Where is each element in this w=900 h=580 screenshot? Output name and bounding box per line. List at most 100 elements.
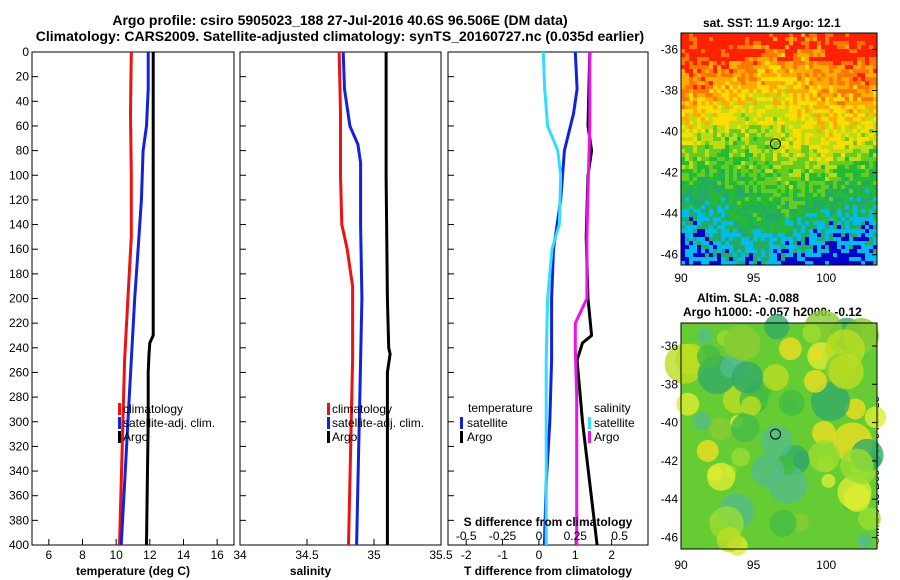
- sst-pixel: [769, 221, 773, 225]
- sst-pixel: [745, 97, 749, 101]
- altimetry-blob: [764, 314, 790, 340]
- sst-pixel: [705, 205, 709, 209]
- sst-pixel: [765, 141, 769, 145]
- sst-pixel: [817, 161, 821, 165]
- sst-pixel: [769, 197, 773, 201]
- sst-pixel: [793, 89, 797, 93]
- sst-pixel: [765, 97, 769, 101]
- sst-pixel: [829, 177, 833, 181]
- sst-pixel: [873, 133, 877, 137]
- sst-pixel: [849, 201, 853, 205]
- sst-pixel: [845, 125, 849, 129]
- sst-pixel: [793, 201, 797, 205]
- sst-pixel: [865, 85, 869, 89]
- sst-pixel: [861, 217, 865, 221]
- sst-pixel: [745, 37, 749, 41]
- sst-pixel: [829, 217, 833, 221]
- sst-pixel: [733, 117, 737, 121]
- sst-pixel: [685, 57, 689, 61]
- sst-pixel: [801, 213, 805, 217]
- sst-pixel: [733, 45, 737, 49]
- sst-pixel: [785, 197, 789, 201]
- x-tick-label: 14: [177, 548, 191, 562]
- legend-title-salinity: salinity: [594, 401, 631, 415]
- sst-pixel: [729, 177, 733, 181]
- sst-pixel: [797, 117, 801, 121]
- sst-pixel: [769, 165, 773, 169]
- sst-pixel: [829, 229, 833, 233]
- sst-pixel: [785, 257, 789, 261]
- sst-pixel: [829, 225, 833, 229]
- sst-pixel: [689, 257, 693, 261]
- sst-pixel: [725, 217, 729, 221]
- sst-pixel: [781, 45, 785, 49]
- sst-pixel: [777, 253, 781, 257]
- sst-pixel: [873, 237, 877, 241]
- sst-pixel: [709, 65, 713, 69]
- sst-pixel: [857, 61, 861, 65]
- sst-pixel: [749, 145, 753, 149]
- sst-pixel: [865, 109, 869, 113]
- sst-pixel: [769, 229, 773, 233]
- sst-pixel: [717, 261, 721, 265]
- sst-pixel: [801, 245, 805, 249]
- sst-pixel: [741, 169, 745, 173]
- sst-pixel: [697, 101, 701, 105]
- sst-pixel: [837, 149, 841, 153]
- y-tick-label: 180: [9, 267, 29, 281]
- sst-pixel: [857, 121, 861, 125]
- sst-pixel: [809, 69, 813, 73]
- sst-pixel: [821, 101, 825, 105]
- sst-pixel: [757, 41, 761, 45]
- sst-pixel: [773, 233, 777, 237]
- sst-pixel: [777, 185, 781, 189]
- sst-pixel: [713, 69, 717, 73]
- sst-pixel: [697, 57, 701, 61]
- sst-pixel: [681, 245, 685, 249]
- sst-pixel: [873, 73, 877, 77]
- sst-pixel: [753, 61, 757, 65]
- sst-pixel: [749, 225, 753, 229]
- sst-pixel: [849, 169, 853, 173]
- sst-pixel: [681, 97, 685, 101]
- sst-pixel: [729, 145, 733, 149]
- sst-pixel: [709, 173, 713, 177]
- x-tick-label: 1: [572, 548, 579, 562]
- sst-pixel: [701, 153, 705, 157]
- sst-pixel: [749, 253, 753, 257]
- sst-pixel: [817, 69, 821, 73]
- sst-pixel: [873, 249, 877, 253]
- sst-pixel: [857, 229, 861, 233]
- sst-pixel: [849, 45, 853, 49]
- sst-pixel: [785, 73, 789, 77]
- sst-pixel: [845, 205, 849, 209]
- sst-pixel: [789, 253, 793, 257]
- sst-pixel: [761, 213, 765, 217]
- sst-pixel: [761, 73, 765, 77]
- sst-pixel: [821, 169, 825, 173]
- sst-pixel: [833, 77, 837, 81]
- sst-pixel: [821, 121, 825, 125]
- sst-pixel: [873, 45, 877, 49]
- sst-pixel: [693, 109, 697, 113]
- sst-pixel: [841, 73, 845, 77]
- sst-pixel: [773, 185, 777, 189]
- sst-pixel: [809, 41, 813, 45]
- sst-pixel: [717, 209, 721, 213]
- sst-pixel: [745, 45, 749, 49]
- sst-pixel: [721, 177, 725, 181]
- sst-pixel: [717, 109, 721, 113]
- sst-pixel: [865, 173, 869, 177]
- sst-pixel: [841, 97, 845, 101]
- sst-pixel: [757, 65, 761, 69]
- y-tick-label: 260: [9, 365, 29, 379]
- sst-pixel: [777, 237, 781, 241]
- sst-pixel: [833, 169, 837, 173]
- sst-pixel: [873, 61, 877, 65]
- sst-pixel: [753, 145, 757, 149]
- sst-pixel: [717, 129, 721, 133]
- sst-pixel: [793, 137, 797, 141]
- sst-pixel: [777, 117, 781, 121]
- sst-pixel: [729, 109, 733, 113]
- sst-pixel: [685, 197, 689, 201]
